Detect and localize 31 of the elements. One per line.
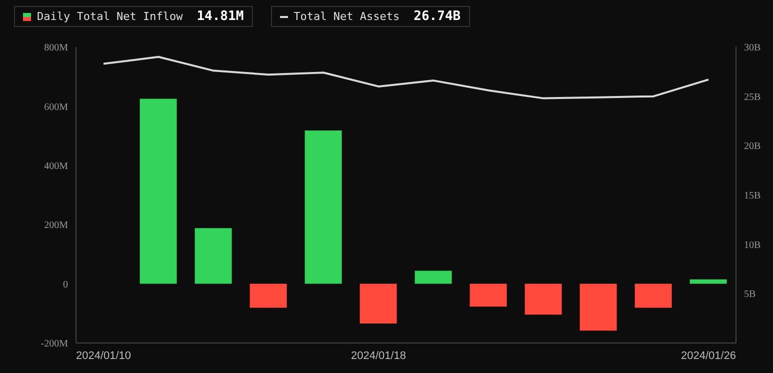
x-tick-label: 2024/01/26 [680, 350, 736, 362]
text: 26.74B [414, 9, 461, 24]
bar [194, 228, 232, 284]
y-tick-label: 0 [63, 279, 68, 290]
legend-label: Total Net Assets [294, 10, 400, 23]
y-tick-label: -200M [40, 338, 68, 350]
bar [304, 130, 342, 284]
y-tick-label: 200M [44, 220, 68, 232]
y2-tick-label: 20B [744, 141, 761, 152]
text: 14.81M [196, 9, 244, 24]
bar [140, 98, 177, 284]
x-tick-label: 2024/01/10 [76, 350, 132, 362]
y2-tick-label: 15B [744, 190, 761, 202]
legend-label: Daily Total Net Inflow [37, 10, 183, 23]
y2-tick-label: 25B [744, 92, 761, 103]
bar [360, 284, 397, 324]
line-series [102, 56, 710, 100]
bar [690, 279, 727, 284]
bar [250, 284, 287, 308]
bar [634, 284, 672, 308]
y-tick-label: 400M [44, 160, 68, 172]
y2-tick-label: 5B [744, 289, 756, 300]
y-tick-label: 600M [44, 102, 68, 113]
x-tick-label: 2024/01/18 [350, 350, 406, 362]
bar [414, 270, 452, 284]
y2-tick-label: 30B [744, 42, 761, 54]
bar [524, 284, 562, 315]
bar [470, 284, 507, 307]
y2-tick-label: 10B [744, 240, 761, 251]
y-tick-label: 800M [44, 42, 68, 54]
bar [580, 284, 617, 331]
